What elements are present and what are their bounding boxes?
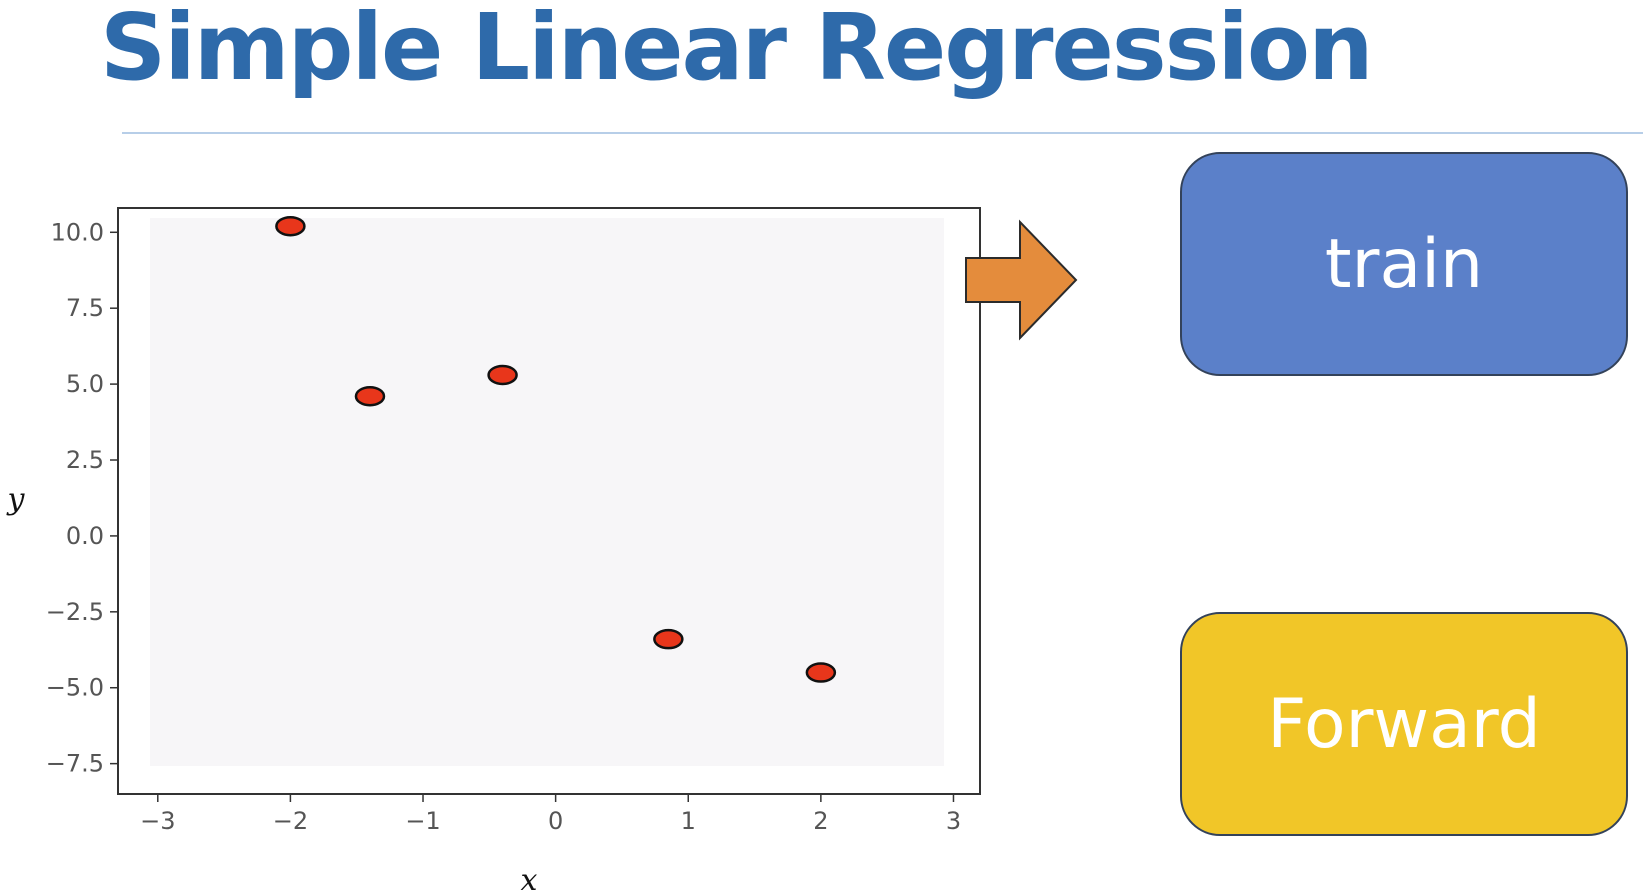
x-tick-label: 1 [681,807,696,835]
data-point [354,385,386,407]
x-tick-label: 3 [946,807,961,835]
y-tick-label: −7.5 [46,750,104,778]
y-tick-label: 0.0 [66,522,104,550]
data-point [805,662,837,683]
right-arrow-icon [965,219,1078,341]
plot-background [150,218,944,766]
x-tick-label: 0 [548,807,563,835]
forward-label: Forward [1267,684,1541,764]
train-label: train [1324,224,1484,304]
y-tick-label: 10.0 [51,218,104,246]
y-tick-label: 7.5 [66,294,104,322]
y-tick-label: −2.5 [46,598,104,626]
data-point [275,215,306,237]
data-point [487,364,518,386]
title-divider [122,132,1643,134]
y-tick-label: 5.0 [66,370,104,398]
x-tick-label: −1 [405,807,440,835]
y-tick-label: −5.0 [46,674,104,702]
y-tick-label: 2.5 [66,446,104,474]
data-point [653,628,684,650]
x-tick-label: −3 [140,807,175,835]
axes-frame [117,207,981,795]
train-box: train [1180,152,1628,376]
x-axis-label: x [521,863,538,896]
x-tick-label: 2 [813,807,828,835]
forward-box: Forward [1180,612,1628,836]
slide-title: Simple Linear Regression [100,0,1374,101]
y-axis-label: y [6,482,26,517]
x-tick-label: −2 [273,807,308,835]
